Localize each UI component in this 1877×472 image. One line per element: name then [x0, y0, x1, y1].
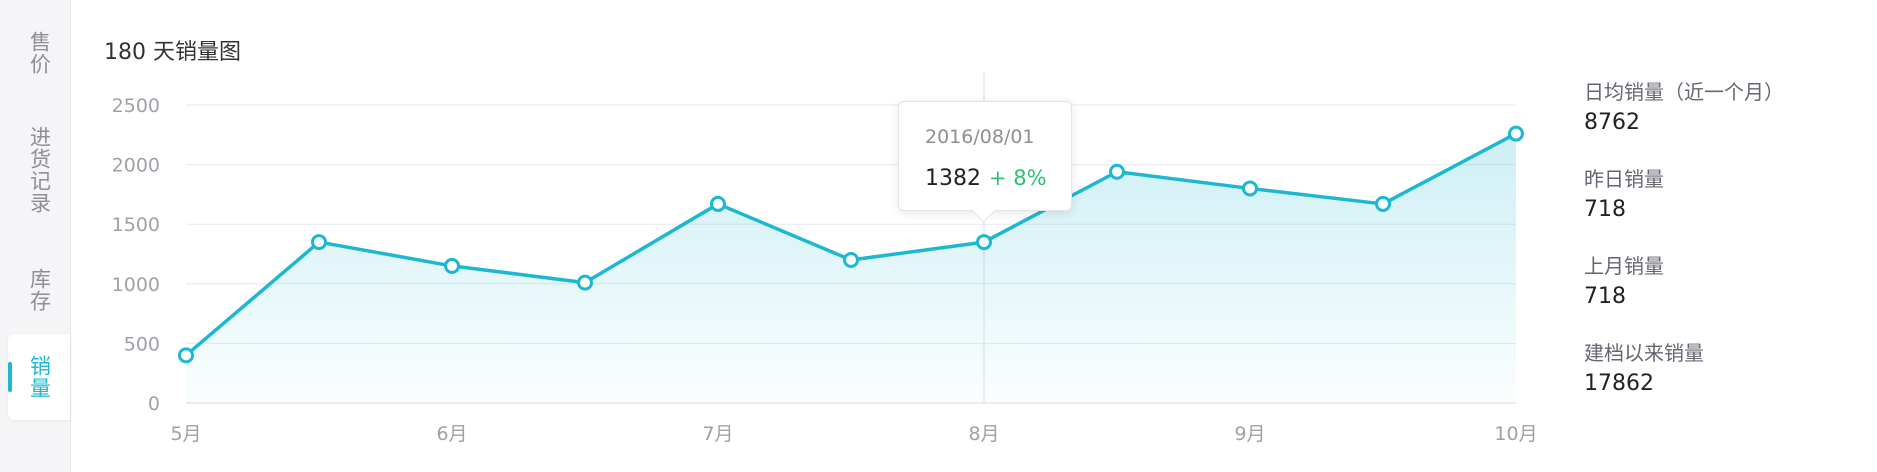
data-point[interactable]: [444, 257, 460, 274]
data-point[interactable]: [178, 347, 194, 364]
data-point[interactable]: [1508, 125, 1524, 142]
x-tick-label: 7月: [702, 423, 733, 445]
tab-sales[interactable]: 销量: [8, 334, 70, 420]
active-tab-marker: [8, 362, 12, 392]
sidebar: 售价 进货记录 库存 销量: [0, 0, 71, 472]
stat-label: 建档以来销量: [1584, 341, 1704, 365]
tab-inventory[interactable]: 库存: [8, 255, 70, 325]
tooltip-value-row: 1382 + 8%: [925, 166, 1071, 191]
data-point[interactable]: [311, 234, 327, 251]
x-tick-label: 6月: [436, 423, 467, 445]
x-tick-label: 9月: [1234, 423, 1265, 445]
y-tick-label: 0: [148, 393, 160, 415]
y-tick-label: 1000: [112, 274, 160, 296]
x-tick-label: 5月: [170, 423, 201, 445]
y-tick-label: 2000: [112, 155, 160, 177]
data-point[interactable]: [1375, 195, 1391, 212]
tab-sales-label: 销量: [27, 355, 52, 399]
data-point[interactable]: [710, 195, 726, 212]
tooltip-date: 2016/08/01: [925, 126, 1035, 148]
tab-purchase-records[interactable]: 进货记录: [8, 110, 70, 230]
tab-inventory-label: 库存: [27, 268, 52, 312]
y-tick-label: 500: [124, 333, 160, 355]
stat-label: 昨日销量: [1584, 167, 1664, 191]
tooltip-value: 1382: [925, 166, 981, 191]
stat-value: 8762: [1584, 110, 1640, 135]
tab-price[interactable]: 售价: [8, 18, 70, 88]
data-point[interactable]: [577, 274, 593, 291]
tooltip-change: + 8%: [989, 166, 1047, 190]
stat-value: 718: [1584, 197, 1626, 222]
stat-last-month: 上月销量 718: [1584, 252, 1864, 312]
stat-all-time: 建档以来销量 17862: [1584, 339, 1864, 399]
stat-value: 17862: [1584, 371, 1654, 396]
sales-area: [186, 133, 1516, 403]
stat-value: 718: [1584, 284, 1626, 309]
data-point[interactable]: [843, 251, 859, 268]
y-tick-label: 1500: [112, 214, 160, 236]
tab-purchase-records-label: 进货记录: [27, 126, 52, 214]
data-tooltip: 2016/08/01 1382 + 8%: [898, 101, 1072, 211]
stat-label: 日均销量（近一个月）: [1584, 80, 1784, 104]
chart-title: 180 天销量图: [104, 40, 241, 65]
x-tick-label: 8月: [968, 423, 999, 445]
stat-daily-average: 日均销量（近一个月） 8762: [1584, 78, 1864, 138]
stat-label: 上月销量: [1584, 254, 1664, 278]
data-point[interactable]: [1109, 163, 1125, 180]
sales-stats-panel: 日均销量（近一个月） 8762 昨日销量 718 上月销量 718 建档以来销量…: [1584, 78, 1864, 426]
y-tick-label: 2500: [112, 95, 160, 117]
x-tick-label: 10月: [1494, 423, 1537, 445]
highlighted-data-point[interactable]: [976, 234, 992, 251]
tab-price-label: 售价: [27, 31, 52, 75]
stat-yesterday: 昨日销量 718: [1584, 165, 1864, 225]
data-point[interactable]: [1242, 180, 1258, 197]
